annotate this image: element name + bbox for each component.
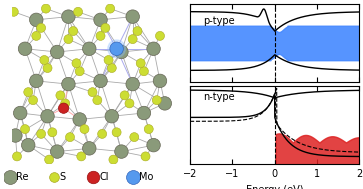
Circle shape [104,56,113,64]
Circle shape [37,23,46,32]
Text: Re: Re [16,172,28,182]
Circle shape [126,10,139,23]
Circle shape [58,103,69,113]
Circle shape [112,128,121,137]
Circle shape [29,74,43,88]
Circle shape [66,133,74,142]
Circle shape [101,23,110,32]
Circle shape [21,138,35,152]
Circle shape [21,125,29,134]
Circle shape [9,7,18,16]
Circle shape [41,4,50,13]
Circle shape [75,67,84,76]
Circle shape [88,88,97,97]
Circle shape [12,152,21,161]
Circle shape [96,31,105,40]
Circle shape [110,42,123,56]
Circle shape [29,96,37,105]
Circle shape [18,42,32,56]
Circle shape [45,155,54,164]
Circle shape [126,77,139,91]
Circle shape [50,45,64,59]
Circle shape [61,99,70,108]
Circle shape [56,91,65,100]
Circle shape [43,64,52,73]
Circle shape [64,35,73,44]
Text: Mo: Mo [139,172,154,182]
Text: p-type: p-type [203,15,234,26]
Circle shape [82,42,96,56]
Circle shape [69,27,78,36]
Circle shape [128,35,137,44]
Circle shape [133,27,142,36]
Circle shape [98,129,107,138]
Circle shape [107,64,116,73]
Circle shape [62,10,75,23]
Circle shape [94,13,107,27]
Circle shape [109,155,118,164]
Circle shape [13,106,27,120]
Circle shape [80,125,89,134]
Circle shape [29,13,43,27]
Circle shape [136,59,145,68]
Circle shape [72,59,81,68]
Circle shape [32,31,41,40]
Circle shape [115,45,128,59]
Circle shape [62,77,75,91]
Circle shape [153,74,167,88]
Circle shape [120,91,129,100]
Circle shape [137,106,151,120]
Circle shape [50,145,64,158]
Circle shape [9,129,22,142]
Circle shape [147,42,160,56]
Circle shape [115,145,128,158]
Circle shape [37,129,46,138]
Circle shape [106,4,115,13]
Circle shape [125,99,134,108]
Circle shape [158,97,172,110]
Circle shape [82,142,96,155]
Circle shape [48,128,57,137]
Circle shape [152,96,161,105]
Circle shape [41,109,54,123]
Circle shape [73,113,86,126]
Circle shape [155,31,164,40]
Circle shape [105,109,119,123]
Circle shape [108,40,126,58]
X-axis label: Energy (eV): Energy (eV) [246,185,303,189]
Circle shape [130,133,139,142]
Circle shape [93,96,102,105]
Circle shape [74,7,82,16]
Text: Cl: Cl [99,172,109,182]
Circle shape [94,74,107,88]
Text: S: S [60,172,66,182]
Circle shape [147,138,160,152]
Circle shape [40,56,49,64]
Text: n-type: n-type [203,92,234,102]
Circle shape [141,152,150,161]
Circle shape [139,67,148,76]
Circle shape [77,152,86,161]
Circle shape [24,88,33,97]
Circle shape [144,125,153,134]
